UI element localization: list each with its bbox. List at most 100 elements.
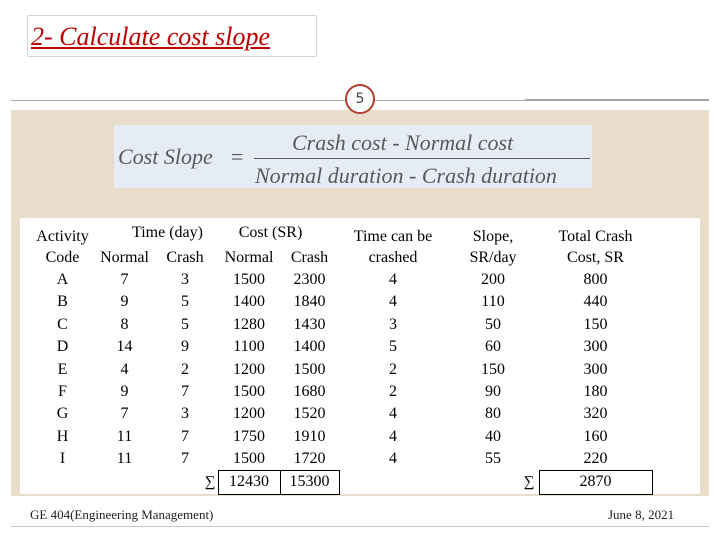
header-row-2: Code Normal Crash Normal Crash crashed S… <box>28 246 652 268</box>
table-panel <box>20 218 700 494</box>
footer-date: June 8, 2021 <box>608 507 675 522</box>
table-cell: 3 <box>389 315 397 333</box>
table-cell: 110 <box>481 293 505 311</box>
table-cell: H <box>56 427 69 445</box>
table-cell: 4 <box>389 450 397 468</box>
formula-equals: = <box>231 144 244 169</box>
table-cell: 1520 <box>293 405 326 423</box>
table-cell: 1910 <box>293 427 326 445</box>
header-cost-crash: Crash <box>290 248 329 266</box>
header-time-can-be: Time can be <box>353 228 433 246</box>
table-row: G 7 3 1200 1520 4 80 320 <box>28 403 652 425</box>
total-crash-cost: 2870 <box>538 470 653 495</box>
header-activity: Activity <box>36 228 89 246</box>
table-row: I 11 7 1500 1720 4 55 220 <box>28 448 652 471</box>
sum-symbol-cost: ∑ <box>204 474 216 491</box>
table-cell: 1750 <box>233 427 265 445</box>
table-cell: 14 <box>116 338 133 356</box>
table-cell: 9 <box>120 382 129 400</box>
table-cell: 220 <box>583 450 608 468</box>
table-cell: 90 <box>485 382 501 400</box>
cost-slope-formula: Cost Slope = Crash cost - Normal cost No… <box>114 125 592 188</box>
table-cell: 50 <box>485 315 501 333</box>
header-slope: Slope, <box>472 228 514 246</box>
table-cell: 1400 <box>293 338 326 356</box>
table-row: B 9 5 1400 1840 4 110 440 <box>28 291 652 313</box>
formula-numerator: Crash cost - Normal cost <box>292 130 514 155</box>
table-row: E 4 2 1200 1500 2 150 300 <box>28 358 652 380</box>
table-cell: 2 <box>181 360 189 378</box>
table-cell: 300 <box>583 360 608 378</box>
table-cell: I <box>59 450 66 468</box>
table-row: D 14 9 1100 1400 5 60 300 <box>28 336 652 358</box>
table-cell: 1680 <box>293 382 326 400</box>
header-total-unit: Cost, SR <box>567 248 624 266</box>
table-cell: F <box>58 382 67 400</box>
normal-cost-total: 12430 <box>217 470 281 495</box>
table-cell: 5 <box>389 338 397 356</box>
table-cell: 2 <box>389 382 397 400</box>
slide-title: 2- Calculate cost slope <box>31 22 271 51</box>
table-cell: 60 <box>485 338 501 356</box>
formula-denominator: Normal duration - Crash duration <box>255 163 557 188</box>
table-cell: 5 <box>181 293 189 311</box>
table-cell: 1400 <box>233 293 265 311</box>
table-cell: 1200 <box>233 405 265 423</box>
table-cell: 1280 <box>233 315 265 333</box>
table-cell: 320 <box>583 405 608 423</box>
header-rule-accent <box>525 99 709 101</box>
table-row: H 11 7 1750 1910 4 40 160 <box>28 426 652 448</box>
table-cell: 7 <box>120 405 129 423</box>
table-cell: 2 <box>389 360 397 378</box>
table-cell: 440 <box>583 293 608 311</box>
table-cell: 3 <box>181 270 189 288</box>
table-row: A 7 3 1500 2300 4 200 800 <box>28 269 652 291</box>
cost-table: Activity Time (day) Cost (SR) Time can b… <box>28 224 653 495</box>
page-number: 5 <box>345 84 375 114</box>
table-cell: 1500 <box>293 360 326 378</box>
header-row-1: Activity Time (day) Cost (SR) Time can b… <box>28 224 652 246</box>
footer-rule <box>11 526 709 527</box>
table-cell: 1500 <box>233 382 265 400</box>
totals-row: ∑ 12430 15300 ∑ 2870 <box>28 470 653 495</box>
table-cell: 180 <box>583 382 608 400</box>
table-cell: 7 <box>181 427 189 445</box>
table-cell: D <box>56 338 69 356</box>
header-code: Code <box>45 248 80 266</box>
table-cell: 2300 <box>293 270 326 288</box>
header-slope-unit: SR/day <box>469 248 517 266</box>
table-row: F 9 7 1500 1680 2 90 180 <box>28 381 652 403</box>
table-cell: E <box>57 360 68 378</box>
table-cell: 4 <box>389 427 397 445</box>
table-cell: 80 <box>485 405 501 423</box>
title-box <box>27 15 317 57</box>
table-cell: 9 <box>120 293 129 311</box>
header-total: Total Crash <box>558 228 633 246</box>
header-time-normal: Normal <box>100 248 149 266</box>
table-cell: 1200 <box>233 360 265 378</box>
table-cell: 160 <box>583 427 608 445</box>
table-cell: 7 <box>181 382 189 400</box>
table-cell: 3 <box>181 405 189 423</box>
header-cost-normal: Normal <box>224 248 274 266</box>
table-cell: 200 <box>481 270 505 288</box>
table-cell: 1100 <box>233 338 265 356</box>
table-cell: 1500 <box>233 270 265 288</box>
header-cost-group: Cost (SR) <box>238 224 303 241</box>
table-cell: 7 <box>181 450 189 468</box>
table-cell: 1840 <box>293 293 326 311</box>
table-cell: 11 <box>116 450 133 468</box>
table-cell: 55 <box>485 450 501 468</box>
table-cell: C <box>57 315 68 333</box>
header-crashed: crashed <box>368 248 418 266</box>
table-cell: 300 <box>583 338 608 356</box>
table-row: C 8 5 1280 1430 3 50 150 <box>28 314 652 336</box>
table-cell: 150 <box>583 315 608 333</box>
table-cell: 40 <box>485 427 501 445</box>
footer-course: GE 404(Engineering Management) <box>30 507 214 522</box>
table-cell: B <box>57 293 68 311</box>
table-cell: 9 <box>181 338 189 356</box>
table-cell: 11 <box>116 427 133 445</box>
formula-label: Cost Slope <box>118 144 213 169</box>
table-cell: 7 <box>120 270 129 288</box>
